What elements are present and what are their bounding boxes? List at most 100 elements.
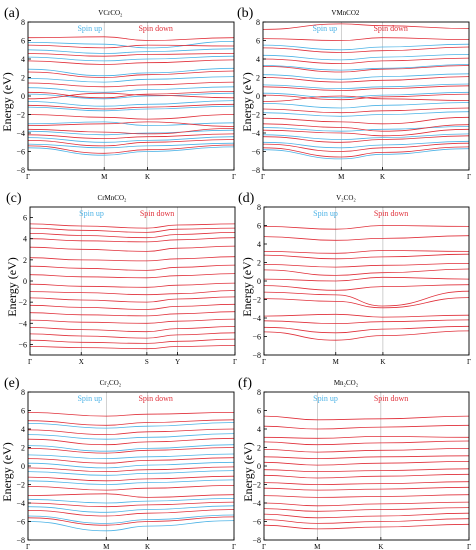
- band-spin-down-c-2: [30, 232, 235, 239]
- band-spin-down-d-11: [264, 319, 469, 325]
- band-spin-down-a-7: [28, 92, 234, 100]
- band-spin-up-a-2: [28, 55, 234, 62]
- band-spin-up-b-0: [263, 43, 469, 51]
- band-spin-up-a-11: [28, 136, 234, 143]
- band-spin-down-b-10: [263, 116, 469, 125]
- band-spin-down-c-13: [30, 318, 235, 324]
- ytick-label-f-0: 0: [257, 462, 261, 471]
- ytick-label-e--6: −6: [16, 518, 25, 527]
- panel-label-f: (f): [238, 376, 252, 391]
- band-spin-up-a-9: [28, 121, 234, 127]
- band-spin-down-e-5: [28, 457, 234, 464]
- band-spin-down-d-2: [264, 250, 469, 254]
- panel-label-a: (a): [4, 6, 20, 21]
- band-spin-down-d-8: [264, 290, 469, 307]
- ytick-label-f-4: 4: [257, 425, 261, 434]
- band-spin-down-e-6: [28, 466, 234, 473]
- ytick-label-e-8: 8: [21, 388, 25, 397]
- band-spin-down-d-12: [264, 325, 469, 334]
- band-spin-up-b-10: [263, 140, 469, 149]
- ytick-label-a-8: 8: [21, 18, 25, 27]
- band-spin-down-b-4: [263, 65, 469, 73]
- band-spin-up-e-9: [28, 514, 234, 524]
- bands-d: [264, 225, 469, 341]
- ytick-label-f--6: −6: [252, 518, 261, 527]
- plot-frame-d: [263, 206, 470, 356]
- ytick-label-a-2: 2: [21, 74, 25, 83]
- band-spin-up-e-1: [28, 433, 234, 440]
- band-spin-down-e-2: [28, 428, 234, 436]
- band-spin-down-f-1: [264, 424, 469, 430]
- ylabel-f: Energy (eV): [241, 442, 255, 501]
- band-spin-down-c-6: [30, 264, 235, 271]
- band-spin-down-b-2: [263, 46, 469, 53]
- band-spin-down-e-12: [28, 516, 234, 526]
- ytick-label-c-0: 0: [23, 277, 27, 286]
- band-spin-up-a-5: [28, 86, 234, 93]
- band-spin-down-b-5: [263, 76, 469, 83]
- ytick-label-c-2: 2: [23, 256, 27, 265]
- xtick-label-a-2: K: [145, 173, 150, 181]
- band-spin-down-c-10: [30, 296, 235, 303]
- band-spin-down-e-1: [28, 419, 234, 426]
- band-spin-down-b-1: [263, 37, 469, 41]
- band-spin-down-c-1: [30, 227, 235, 233]
- bands-e: [28, 412, 234, 532]
- xtick-label-c-1: X: [79, 358, 84, 366]
- spin-down-label-b: Spin down: [373, 24, 407, 33]
- band-spin-down-a-5: [28, 81, 234, 88]
- xtick-label-e-1: M: [103, 543, 110, 550]
- band-spin-down-b-6: [263, 85, 469, 91]
- xtick-label-b-3: Γ: [467, 173, 471, 181]
- band-spin-down-f-3: [264, 440, 469, 446]
- band-spin-down-b-12: [263, 128, 469, 137]
- band-spin-down-a-0: [28, 36, 234, 41]
- ytick-label-c--6: −6: [18, 340, 27, 349]
- ytick-label-a--4: −4: [16, 129, 25, 138]
- spin-up-label-b: Spin up: [312, 24, 337, 33]
- xtick-label-f-0: Γ: [262, 543, 266, 550]
- band-spin-down-c-4: [30, 245, 235, 252]
- ytick-label-e-6: 6: [21, 407, 25, 416]
- band-spin-down-e-9: [28, 493, 234, 498]
- band-spin-up-b-4: [263, 83, 469, 90]
- xtick-label-a-1: M: [101, 173, 108, 181]
- xtick-label-f-3: Γ: [467, 543, 471, 550]
- band-spin-down-f-6: [264, 461, 469, 466]
- band-spin-down-b-14: [263, 142, 469, 152]
- xtick-label-d-3: Γ: [467, 358, 471, 366]
- band-spin-up-e-4: [28, 461, 234, 469]
- band-spin-up-a-1: [28, 48, 234, 54]
- band-spin-down-e-7: [28, 475, 234, 482]
- xtick-label-c-3: Y: [175, 358, 180, 366]
- band-spin-down-d-10: [264, 313, 469, 318]
- band-spin-down-f-7: [264, 468, 469, 473]
- band-spin-down-d-13: [264, 330, 469, 341]
- band-spin-down-c-15: [30, 332, 235, 339]
- ytick-label-f-2: 2: [257, 444, 261, 453]
- ytick-label-e--8: −8: [16, 536, 25, 545]
- band-spin-up-b-9: [263, 133, 469, 140]
- band-spin-down-c-9: [30, 290, 235, 296]
- band-spin-down-a-1: [28, 44, 234, 49]
- band-spin-up-e-2: [28, 444, 234, 452]
- ytick-label-a--8: −8: [16, 166, 25, 175]
- band-spin-up-a-10: [28, 129, 234, 136]
- band-spin-down-c-3: [30, 237, 235, 243]
- band-spin-up-b-6: [263, 102, 469, 109]
- band-spin-up-e-3: [28, 453, 234, 460]
- band-spin-down-a-3: [28, 59, 234, 65]
- xtick-label-d-1: M: [333, 358, 340, 366]
- ytick-label-d-8: 8: [257, 203, 261, 212]
- band-spin-up-e-0: [28, 422, 234, 429]
- band-spin-down-f-12: [264, 501, 469, 507]
- band-spin-down-a-11: [28, 128, 234, 135]
- ytick-label-d-0: 0: [257, 277, 261, 286]
- panel-title-d: V₂CO₂: [336, 194, 356, 202]
- band-spin-up-e-6: [28, 479, 234, 485]
- ytick-label-c-6: 6: [23, 214, 27, 223]
- band-spin-down-a-12: [28, 133, 234, 140]
